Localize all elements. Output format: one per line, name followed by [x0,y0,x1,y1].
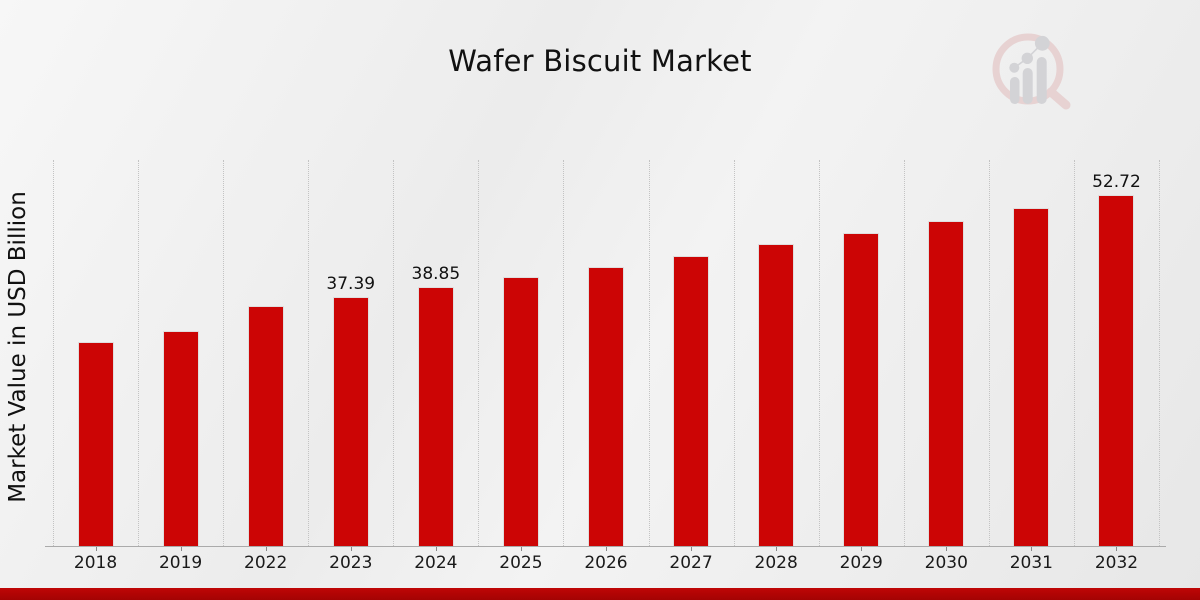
x-tick [1031,547,1033,551]
x-tick [95,547,97,551]
bar-2031 [1013,208,1050,546]
gridline [393,160,395,546]
x-tick-label: 2025 [499,553,543,573]
bar-2019 [162,331,199,546]
bar-2030 [928,221,965,546]
bar-2026 [588,267,624,546]
x-tick [435,547,437,551]
bar-value-label: 37.39 [326,274,376,294]
x-tick [606,547,607,551]
bar-value-label: 38.85 [411,264,461,284]
x-tick-label: 2031 [1009,553,1053,573]
x-tick [350,547,352,551]
x-tick-label: 2023 [329,553,373,573]
x-tick [265,547,267,551]
gridline [1159,160,1160,546]
gridline [1073,160,1075,546]
x-tick [946,547,948,551]
x-tick-label: 2024 [414,553,458,573]
x-tick [861,547,863,551]
gridline [988,160,990,546]
x-tick [776,547,778,551]
x-tick-label: 2018 [73,553,118,573]
bar-2032 [1098,195,1135,546]
x-tick-label: 2032 [1094,553,1139,573]
x-tick [520,547,522,551]
bar-2029 [843,233,880,546]
x-tick-label: 2028 [754,553,798,573]
bar-value-label: 52.72 [1092,172,1141,192]
gridline [818,160,820,546]
x-tick-label: 2026 [584,553,628,573]
magnifier-chart-logo-icon [992,33,1071,110]
x-tick [180,547,182,551]
x-tick-label: 2030 [924,553,968,573]
gridline [903,160,905,546]
gridline [138,160,140,546]
gridline [223,160,225,546]
bar-2028 [758,244,795,546]
chart-title: Wafer Biscuit Market [448,44,752,78]
x-tick-label: 2022 [244,553,288,573]
bar-2023 [332,297,369,546]
bar-2024 [417,287,454,546]
gridline [648,160,650,546]
bar-2018 [77,342,114,546]
gridline [308,160,310,546]
gridline [53,160,54,546]
gridline [563,160,565,546]
x-axis-line [45,546,1166,547]
x-tick-label: 2027 [669,553,713,573]
gridline [478,160,480,546]
bottom-banner [0,588,1200,600]
bar-2027 [673,256,710,546]
bar-2022 [247,306,284,546]
x-tick-label: 2029 [839,553,883,573]
bar-2025 [502,277,539,546]
x-tick [1116,547,1118,551]
x-tick-label: 2019 [158,553,203,573]
x-tick [691,547,693,551]
gridline [733,160,735,546]
